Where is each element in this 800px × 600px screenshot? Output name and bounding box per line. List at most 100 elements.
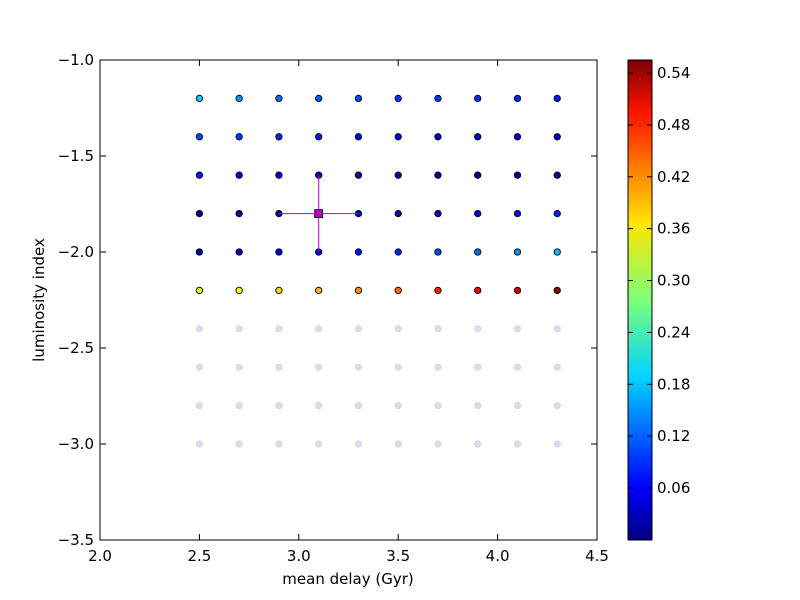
data-point-0-9 [553,94,561,103]
faded-point-2-9 [553,402,561,410]
data-point-1-9 [553,133,561,141]
y-tick-label: −3.5 [58,531,94,549]
data-point-5-6 [434,286,442,295]
data-point-1-3 [315,133,323,141]
data-point-3-6 [434,209,442,218]
data-point-0-8 [513,94,522,103]
data-point-0-6 [434,94,442,103]
data-point-0-3 [315,94,323,103]
faded-point-2-6 [434,402,442,410]
data-point-2-7 [474,171,482,179]
data-point-4-8 [513,248,522,256]
plot-frame [99,59,598,541]
faded-point-1-3 [315,363,323,371]
data-point-3-7 [474,209,482,218]
data-point-5-5 [394,286,402,295]
data-point-2-6 [434,171,442,179]
y-tick-label: −3.0 [58,435,94,453]
data-point-4-0 [195,248,204,256]
x-tick-label: 4.5 [585,547,609,565]
faded-point-1-4 [354,363,362,371]
colorbar-tick-label: 0.12 [657,427,690,445]
faded-point-2-3 [315,402,323,410]
data-point-5-8 [513,286,522,295]
faded-point-0-0 [195,325,203,333]
data-point-1-2 [275,133,283,141]
colorbar-tick-label: 0.30 [657,272,690,290]
data-point-2-2 [275,171,283,179]
colorbar-tick-label: 0.48 [657,116,690,134]
data-point-3-5 [394,209,402,218]
y-axis-label: luminosity index [30,238,48,362]
faded-point-3-6 [434,440,442,448]
data-point-4-5 [394,248,402,256]
faded-point-1-8 [513,363,521,371]
faded-point-3-4 [354,440,362,448]
faded-point-0-1 [235,325,243,333]
data-point-1-4 [354,133,363,141]
data-point-2-1 [235,171,243,179]
faded-point-2-1 [235,402,243,410]
data-point-1-5 [394,133,402,141]
x-tick-label: 2.5 [187,547,211,565]
data-point-0-0 [195,94,204,103]
data-point-5-2 [275,286,283,295]
faded-point-0-8 [513,325,521,333]
colorbar-ticks: 0.06 0.12 0.18 0.24 0.30 0.36 0.42 0.48 0.54 [628,64,690,497]
data-point-5-0 [195,286,204,295]
data-point-4-2 [275,248,283,256]
colorbar-tick-label: 0.18 [657,375,690,393]
faded-point-1-7 [474,363,482,371]
faded-points-layer [195,325,561,448]
faded-point-1-0 [195,363,203,371]
data-point-3-1 [235,209,243,218]
data-point-5-9 [553,286,561,295]
x-axis-label: mean delay (Gyr) [282,570,413,588]
data-point-1-0 [195,133,204,141]
data-point-0-1 [235,94,243,103]
data-point-5-4 [354,286,363,295]
data-point-0-4 [354,94,363,103]
plot-area [100,60,597,540]
y-tick-label: −2.0 [58,243,94,261]
data-point-2-4 [354,171,363,179]
faded-point-2-4 [354,402,362,410]
colorbar: 0.06 0.12 0.18 0.24 0.30 0.36 0.42 0.48 0.54 [627,59,690,541]
data-points-layer [195,94,561,295]
data-point-1-7 [474,133,482,141]
y-tick-label: −1.0 [58,51,94,69]
faded-point-0-9 [553,325,561,333]
y-tick-label: −1.5 [58,147,94,165]
data-point-0-2 [275,94,283,103]
data-point-4-7 [474,248,482,256]
data-point-1-8 [513,133,522,141]
faded-point-3-2 [275,440,283,448]
data-point-5-3 [315,286,323,295]
faded-point-1-9 [553,363,561,371]
faded-point-0-7 [474,325,482,333]
x-axis-ticks: 2.0 2.5 3.0 3.5 4.0 4.5 [88,60,609,565]
faded-point-3-7 [474,440,482,448]
data-point-5-1 [235,286,243,295]
data-point-0-7 [474,94,482,103]
faded-point-2-5 [394,402,402,410]
x-tick-label: 3.0 [287,547,311,565]
best-fit-marker [278,175,359,252]
faded-point-1-2 [275,363,283,371]
faded-point-3-1 [235,440,243,448]
data-point-4-9 [553,248,561,256]
data-point-4-4 [354,248,363,256]
faded-point-1-5 [394,363,402,371]
faded-point-0-6 [434,325,442,333]
data-point-4-6 [434,248,442,256]
colorbar-tick-label: 0.06 [657,479,690,497]
x-tick-label: 4.0 [486,547,510,565]
data-point-4-1 [235,248,243,256]
colorbar-gradient [627,59,653,541]
colorbar-tick-label: 0.54 [657,64,690,82]
data-point-2-8 [513,171,522,179]
faded-point-0-4 [354,325,362,333]
colorbar-tick-label: 0.42 [657,168,690,186]
data-point-1-1 [235,133,243,141]
